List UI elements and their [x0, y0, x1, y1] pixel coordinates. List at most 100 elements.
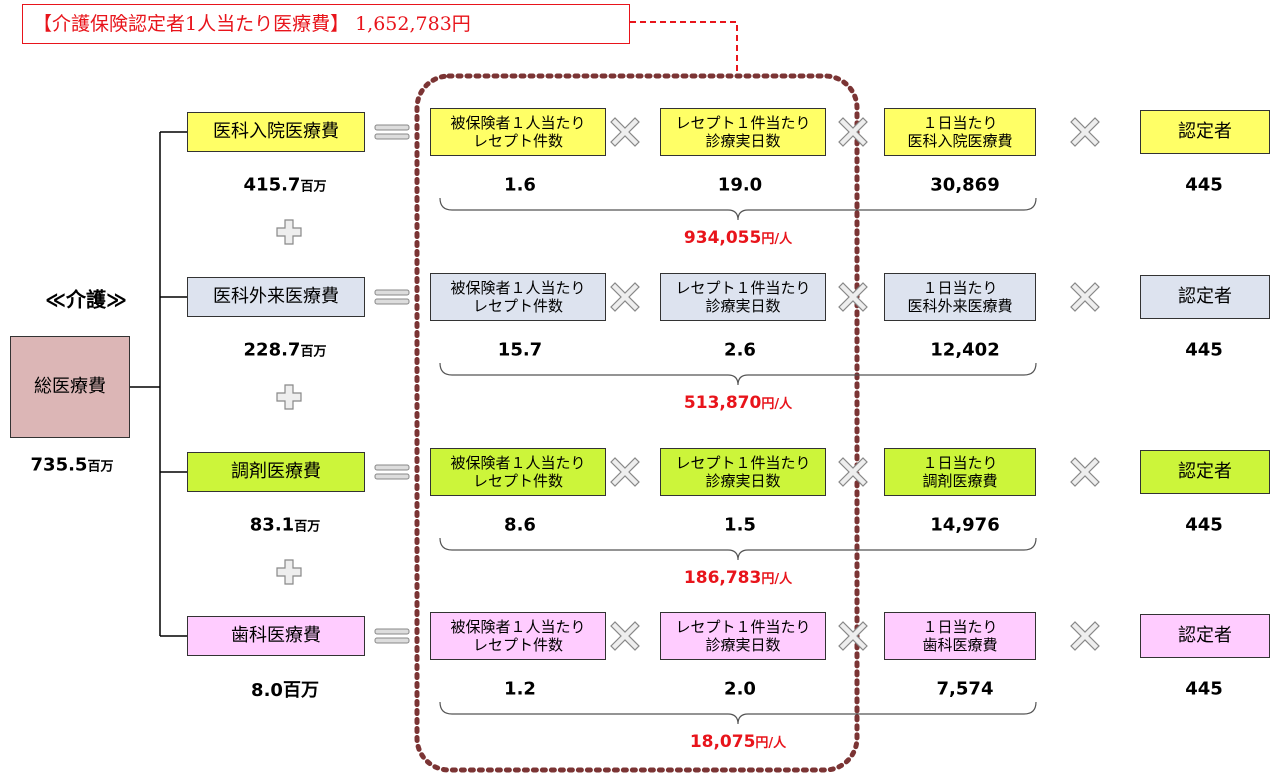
formula-frame [414, 73, 860, 773]
equals-icon [374, 473, 410, 480]
category-box: 調剤医療費 [187, 452, 365, 492]
count-value: 445 [1185, 514, 1223, 536]
equals-icon [374, 464, 410, 471]
equals-icon [374, 637, 410, 644]
tree-line [130, 132, 161, 636]
header-title: 【介護保険認定者1人当たり医療費】 [33, 12, 350, 35]
result: 18,075円/人 [690, 732, 786, 752]
total-unit: 百万 [87, 459, 114, 475]
factor-label-line: 診療実日数 [705, 636, 781, 654]
category-amount: 415.7百万 [244, 175, 327, 196]
amount-value: 228.7 [243, 339, 301, 361]
category-box: 医科外来医療費 [187, 277, 365, 317]
result: 513,870円/人 [684, 393, 792, 413]
brace [439, 537, 1037, 561]
factor-value: 8.6 [504, 514, 536, 536]
factor-value: 1.5 [724, 514, 756, 536]
count-label: 認定者 [1178, 286, 1232, 308]
times-icon [838, 621, 868, 651]
count-value: 445 [1185, 339, 1223, 361]
amount-unit: 百万 [300, 344, 327, 360]
factor-label-line: レセプト１件当たり [675, 454, 811, 472]
result: 186,783円/人 [684, 568, 792, 588]
header-box: 【介護保険認定者1人当たり医療費】 1,652,783円 [22, 4, 630, 44]
header-value: 1,652,783円 [355, 12, 471, 35]
factor-label-line: 被保険者１人当たり [450, 114, 586, 132]
result-unit: 円/人 [761, 397, 793, 412]
count-label: 認定者 [1178, 461, 1232, 483]
times-icon [838, 457, 868, 487]
factor-label-line: １日当たり [922, 279, 998, 297]
factor-box: １日当たり 医科外来医療費 [884, 273, 1036, 321]
factor-value: 1.6 [504, 174, 536, 196]
amount-unit: 百万 [282, 680, 319, 701]
total-label: 総医療費 [34, 376, 106, 398]
factor-label-line: 診療実日数 [705, 472, 781, 490]
count-label: 認定者 [1178, 625, 1232, 647]
factor-label-line: 調剤医療費 [922, 472, 998, 490]
result: 934,055円/人 [684, 228, 792, 248]
category-label: 歯科医療費 [231, 625, 321, 647]
factor-label-line: １日当たり [922, 618, 998, 636]
factor-box: レセプト１件当たり 診療実日数 [660, 448, 826, 496]
times-icon [838, 117, 868, 147]
result-unit: 円/人 [761, 572, 793, 587]
plus-icon [276, 559, 302, 585]
times-icon [1070, 457, 1100, 487]
brace [439, 362, 1037, 386]
factor-value: 7,574 [936, 678, 994, 700]
count-value: 445 [1185, 174, 1223, 196]
factor-label-line: レセプト件数 [472, 636, 563, 654]
factor-box: 被保険者１人当たり レセプト件数 [430, 448, 606, 496]
amount-value: 8.0 [251, 680, 283, 701]
factor-box: １日当たり 調剤医療費 [884, 448, 1036, 496]
factor-box: 被保険者１人当たり レセプト件数 [430, 273, 606, 321]
factor-label-line: 医科外来医療費 [907, 297, 1013, 315]
factor-value: 12,402 [930, 339, 1000, 361]
count-box: 認定者 [1140, 110, 1270, 154]
plus-icon [276, 219, 302, 245]
result-value: 934,055 [683, 228, 762, 248]
factor-box: 被保険者１人当たり レセプト件数 [430, 108, 606, 156]
amount-unit: 百万 [294, 519, 321, 535]
factor-value: 19.0 [717, 174, 763, 196]
result-value: 513,870 [683, 393, 762, 413]
amount-value: 415.7 [243, 174, 301, 196]
factor-label-line: １日当たり [922, 114, 998, 132]
factor-value: 15.7 [497, 339, 543, 361]
times-icon [1070, 282, 1100, 312]
times-icon [610, 621, 640, 651]
header-connector [630, 21, 738, 75]
factor-value: 2.0 [724, 678, 756, 700]
category-box: 医科入院医療費 [187, 112, 365, 152]
factor-label-line: レセプト１件当たり [675, 279, 811, 297]
factor-label-line: 診療実日数 [705, 132, 781, 150]
category-box: 歯科医療費 [187, 616, 365, 656]
total-box: 総医療費 [10, 336, 130, 438]
plus-icon [276, 384, 302, 410]
factor-label-line: 被保険者１人当たり [450, 279, 586, 297]
category-amount: 228.7百万 [244, 340, 327, 361]
times-icon [610, 457, 640, 487]
factor-label-line: レセプト件数 [472, 472, 563, 490]
equals-icon [374, 124, 410, 131]
times-icon [610, 282, 640, 312]
brace [439, 701, 1037, 725]
factor-label-line: １日当たり [922, 454, 998, 472]
equals-icon [374, 628, 410, 635]
total-value: 735.5 [30, 454, 88, 476]
count-value: 445 [1185, 678, 1223, 700]
factor-box: レセプト１件当たり 診療実日数 [660, 612, 826, 660]
factor-box: １日当たり 歯科医療費 [884, 612, 1036, 660]
count-box: 認定者 [1140, 275, 1270, 319]
count-box: 認定者 [1140, 450, 1270, 494]
factor-value: 14,976 [930, 514, 1000, 536]
factor-label-line: 診療実日数 [705, 297, 781, 315]
category-amount: 83.1百万 [250, 515, 320, 536]
times-icon [1070, 621, 1100, 651]
category-label: 医科外来医療費 [213, 286, 339, 308]
category-label: 調剤医療費 [231, 461, 321, 483]
factor-label-line: レセプト件数 [472, 297, 563, 315]
